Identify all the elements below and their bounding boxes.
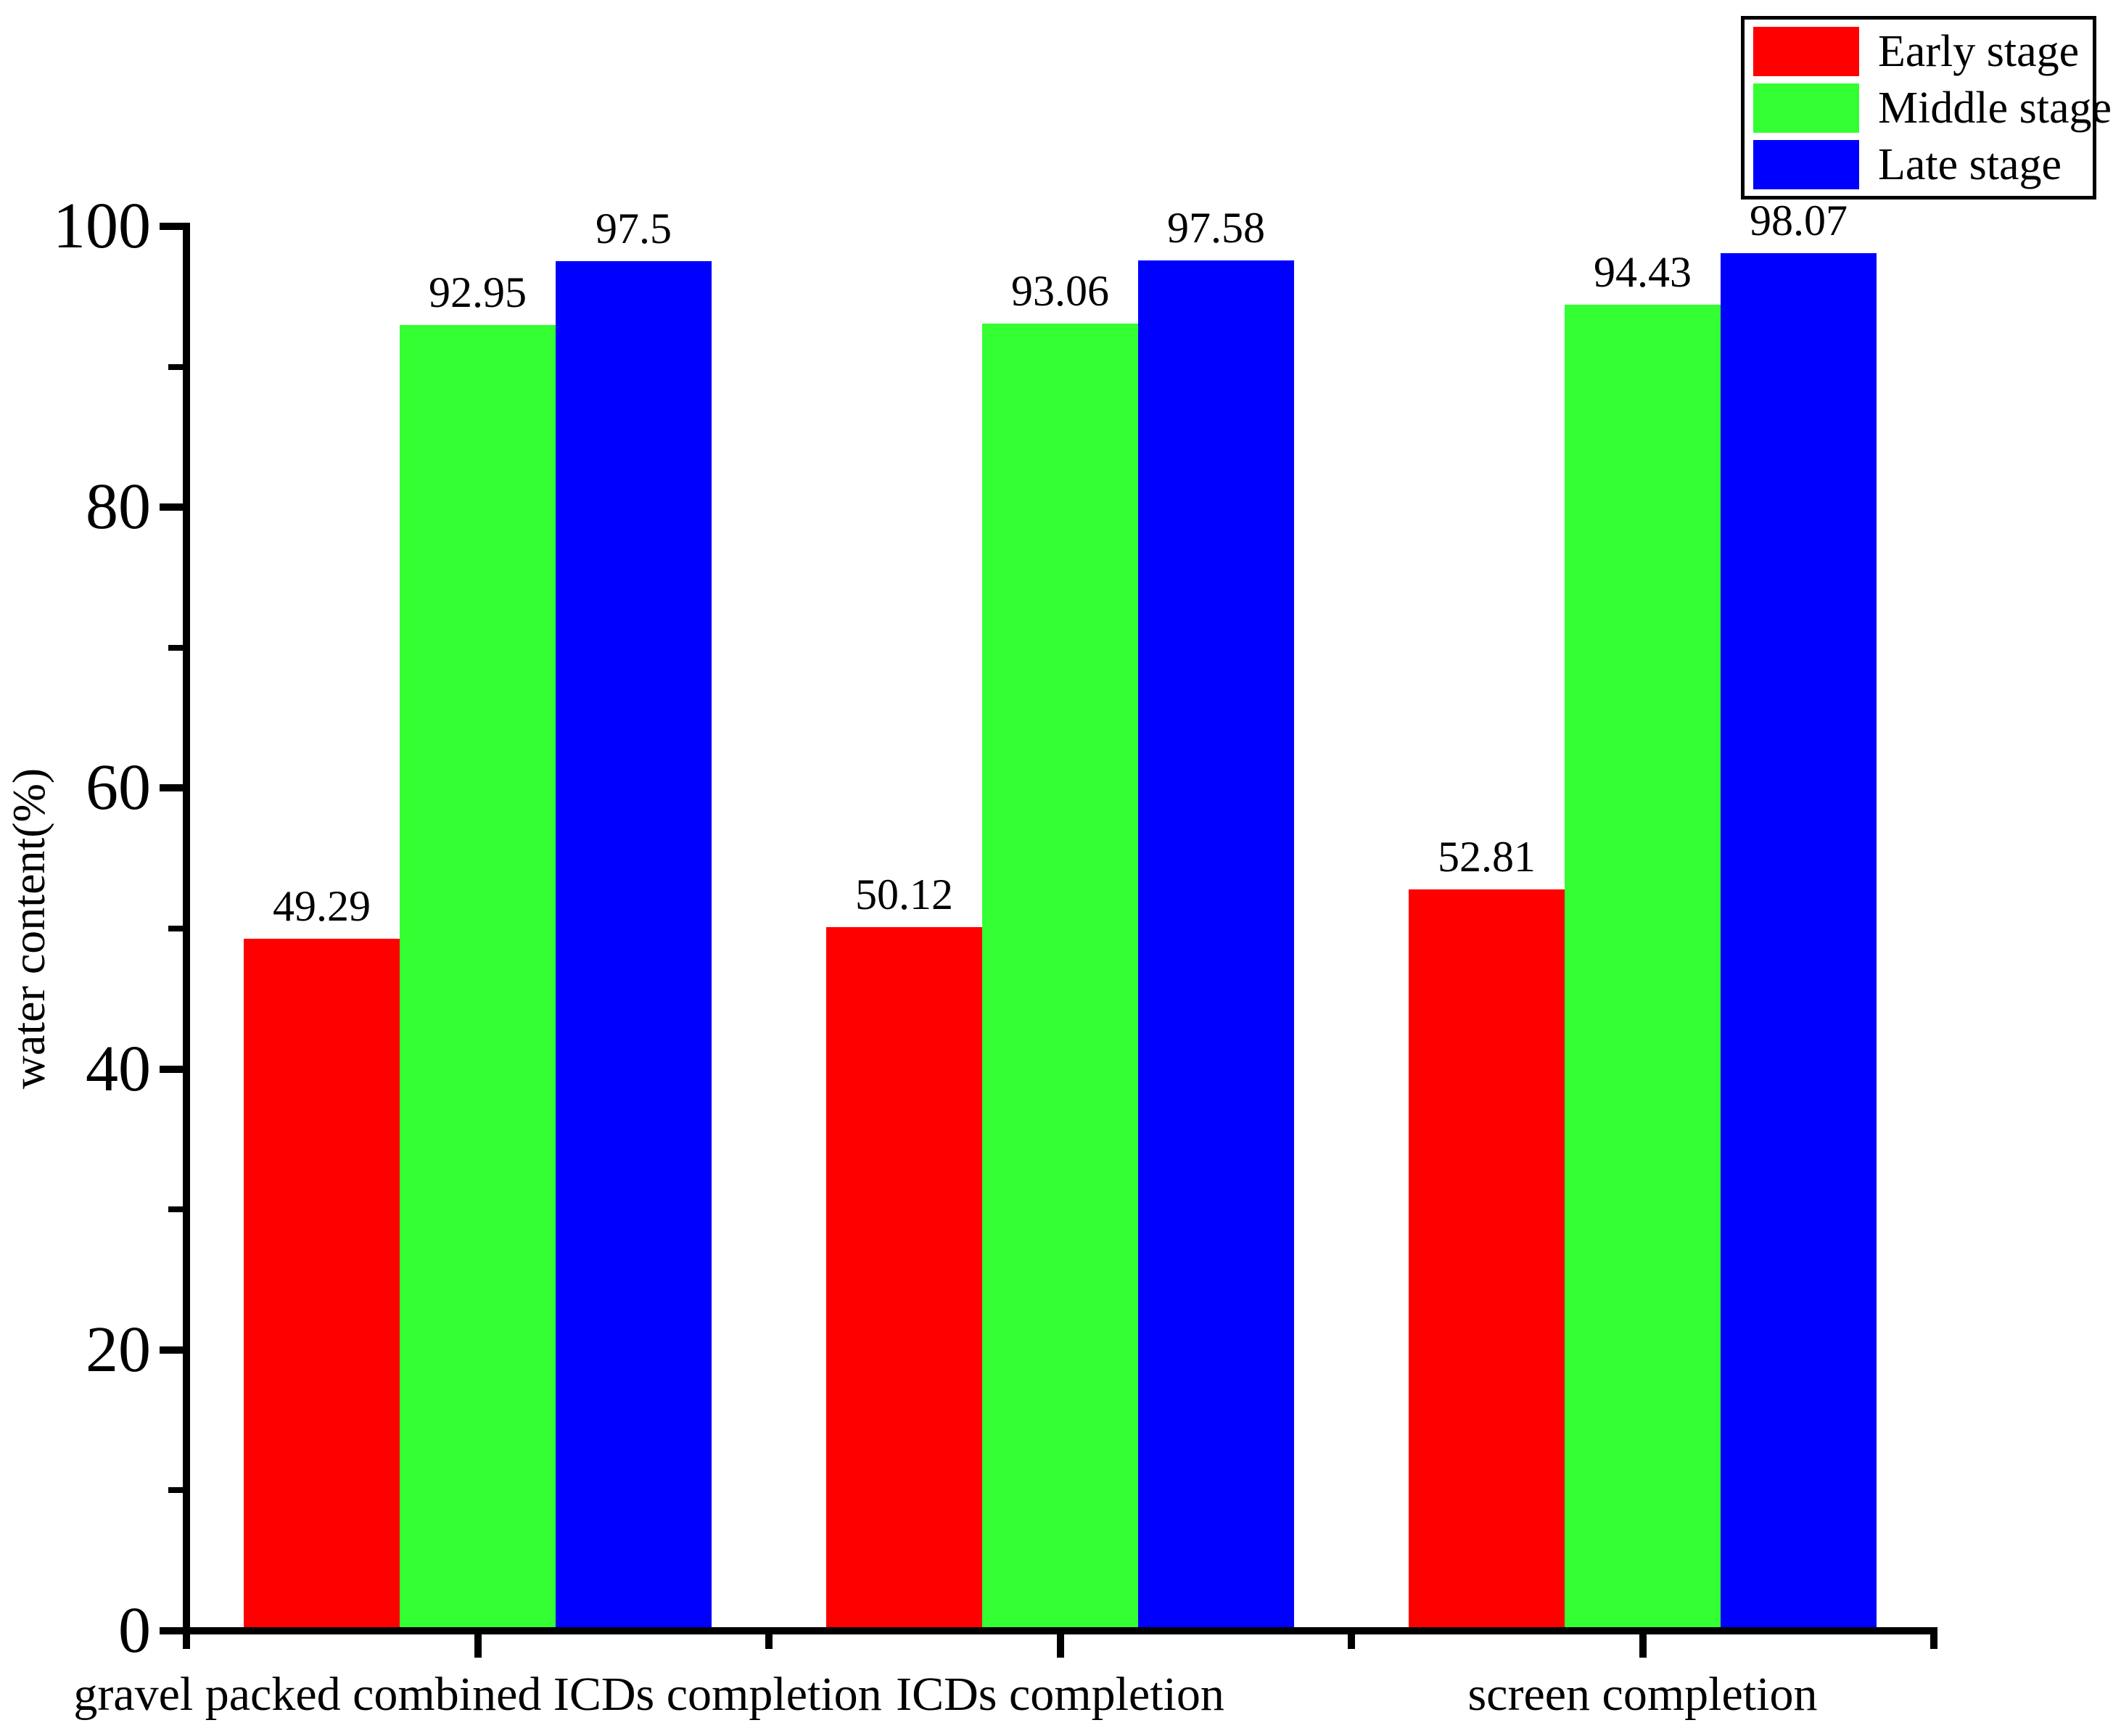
- bar-early-stage: [244, 938, 400, 1631]
- bar-value-label: 94.43: [1594, 247, 1692, 296]
- y-minor-tick: [168, 1206, 183, 1213]
- y-tick-label: 100: [53, 190, 151, 262]
- bar-value-label: 93.06: [1011, 267, 1109, 316]
- legend-swatch-middle-stage: [1753, 83, 1859, 133]
- x-category-label: gravel packed combined ICDs completion: [73, 1668, 882, 1721]
- bar-value-label: 52.81: [1438, 832, 1536, 881]
- y-tick-label: 20: [86, 1313, 151, 1386]
- bar-late-stage: [556, 261, 712, 1631]
- bar-value-label: 97.5: [596, 205, 672, 253]
- legend: Early stage Middle stage Late stage: [1741, 16, 2112, 199]
- y-major-tick: [160, 223, 183, 230]
- y-minor-tick: [168, 363, 183, 370]
- y-tick-label: 40: [86, 1032, 151, 1105]
- y-major-tick: [160, 503, 183, 511]
- x-category-label: ICDs completion: [896, 1668, 1224, 1721]
- x-category-label: screen completion: [1467, 1668, 1818, 1721]
- legend-swatch-early-stage: [1753, 26, 1859, 76]
- x-minor-tick: [183, 1634, 190, 1649]
- bar-late-stage: [1138, 260, 1294, 1631]
- x-minor-tick: [765, 1634, 773, 1649]
- y-tick-label: 0: [118, 1595, 151, 1666]
- y-major-tick: [160, 784, 183, 792]
- x-minor-tick: [1930, 1634, 1937, 1649]
- x-major-tick: [1056, 1634, 1064, 1658]
- legend-label: Early stage: [1878, 26, 2080, 76]
- y-minor-tick: [168, 926, 183, 931]
- legend-item: Early stage: [1753, 25, 2084, 78]
- bar-early-stage: [826, 926, 982, 1631]
- bar-value-label: 49.29: [273, 881, 371, 930]
- y-major-tick: [160, 1627, 183, 1634]
- bar-late-stage: [1721, 253, 1877, 1631]
- bar-middle-stage: [982, 324, 1138, 1631]
- legend-swatch-late-stage: [1753, 139, 1859, 189]
- y-major-tick: [160, 1065, 183, 1073]
- y-major-tick: [160, 1346, 183, 1354]
- y-minor-tick: [168, 1487, 183, 1494]
- x-axis-line: [183, 1627, 1937, 1634]
- bar-value-label: 97.58: [1167, 203, 1265, 252]
- x-major-tick: [1639, 1634, 1647, 1658]
- y-tick-label: 80: [86, 471, 151, 543]
- y-minor-tick: [168, 644, 183, 651]
- legend-label: Late stage: [1878, 139, 2062, 189]
- legend-label: Middle stage: [1878, 83, 2112, 133]
- x-minor-tick: [1348, 1634, 1355, 1649]
- x-major-tick: [474, 1634, 482, 1658]
- bar-middle-stage: [400, 325, 556, 1631]
- bar-value-label: 50.12: [855, 870, 953, 918]
- bar-middle-stage: [1565, 304, 1721, 1631]
- bar-value-label: 98.07: [1750, 197, 1848, 245]
- legend-item: Middle stage: [1753, 82, 2112, 134]
- legend-item: Late stage: [1753, 139, 2084, 191]
- y-axis-line: [183, 223, 190, 1634]
- bar-early-stage: [1409, 889, 1565, 1631]
- y-tick-label: 60: [86, 752, 151, 824]
- bar-value-label: 92.95: [429, 268, 527, 317]
